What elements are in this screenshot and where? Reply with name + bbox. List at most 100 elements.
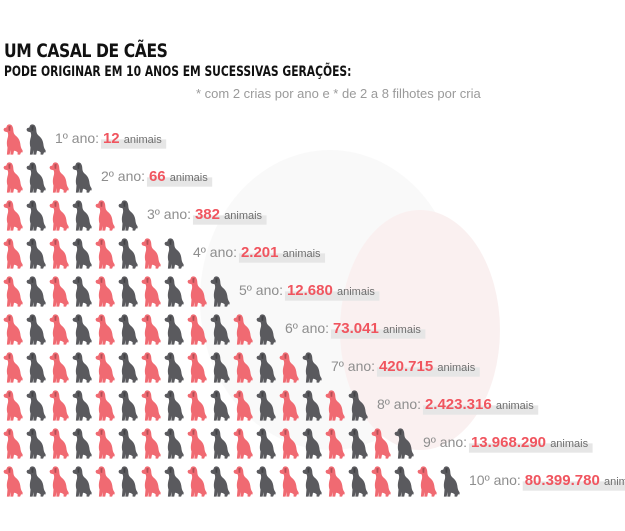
dog-icon [164,390,184,421]
dog-icon [210,276,230,307]
dog-icon [118,314,138,345]
label-shadow [522,481,625,491]
value-label: 12 [103,130,124,147]
page-title: UM CASAL DE CÃES [4,40,168,62]
label-shadow [330,329,426,339]
unit-label: animais [383,324,421,336]
dog-icon [440,466,460,497]
dog-icon [3,238,23,269]
dog-icon [256,428,276,459]
value-label: 66 [149,168,170,185]
row-year-2: 2º ano: 66 animais [3,162,213,193]
dog-icon [279,428,299,459]
dog-icon [256,314,276,345]
dog-icon [118,200,138,231]
label-shadow [146,177,213,187]
row-label: 5º ano: 12.680 animais [239,282,375,299]
dog-icon [118,428,138,459]
label-shadow [284,291,380,301]
unit-label: animais [224,210,262,222]
row-label: 7º ano: 420.715 animais [331,358,476,375]
dog-icon [3,314,23,345]
year-label: 9º ano: [423,434,471,450]
dog-icon [187,428,207,459]
row-label: 2º ano: 66 animais [101,168,208,185]
dog-icon [118,352,138,383]
dog-icon [49,390,69,421]
dog-icon [3,352,23,383]
dog-icon [279,352,299,383]
dog-icon [302,352,322,383]
dog-icon [164,466,184,497]
unit-label: animais [550,438,588,450]
row-year-7: 7º ano: 420.715 animais [3,352,480,383]
row-year-6: 6º ano: 73.041 animais [3,314,426,345]
dog-icon [141,276,161,307]
dog-icon [256,352,276,383]
dog-icon [210,314,230,345]
dog-icon [164,238,184,269]
dog-icon [210,390,230,421]
dog-icon [3,276,23,307]
dog-icon [49,162,69,193]
dog-icon [3,390,23,421]
dog-icon [164,314,184,345]
row-label: 4º ano: 2.201 animais [193,244,321,261]
row-label: 3º ano: 382 animais [147,206,263,223]
dog-icon [49,466,69,497]
year-label: 10º ano: [469,472,525,488]
value-label: 80.399.780 [525,472,604,489]
dog-icon [26,238,46,269]
label-shadow [238,253,326,263]
dog-icon [26,162,46,193]
dog-icon [26,352,46,383]
dog-icon [256,466,276,497]
value-label: 13.968.290 [471,434,550,451]
label-shadow [192,215,267,225]
page-subtitle: PODE ORIGINAR EM 10 ANOS EM SUCESSIVAS G… [4,64,352,80]
year-label: 1º ano: [55,130,103,146]
dog-icon [72,276,92,307]
value-label: 420.715 [379,358,437,375]
dog-icon [394,466,414,497]
dog-icon [187,352,207,383]
unit-label: animais [337,286,375,298]
unit-label: animais [496,400,534,412]
label-shadow [100,139,167,149]
unit-label: animais [124,134,162,146]
row-year-1: 1º ano: 12 animais [3,124,167,155]
dog-icon [3,200,23,231]
row-year-9: 9º ano: 13.968.290 animais [3,428,593,459]
row-label: 9º ano: 13.968.290 animais [423,434,589,451]
dog-icon [233,428,253,459]
dog-icon [26,276,46,307]
dog-icon [141,466,161,497]
dog-icon [141,314,161,345]
dog-icon [26,466,46,497]
dog-icon [118,390,138,421]
row-year-5: 5º ano: 12.680 animais [3,276,380,307]
dog-icon [3,162,23,193]
unit-label: animais [437,362,475,374]
dog-icon [417,466,437,497]
label-shadow [376,367,480,377]
dog-icon [26,124,46,155]
row-label: 6º ano: 73.041 animais [285,320,421,337]
dog-icon [26,314,46,345]
year-label: 2º ano: [101,168,149,184]
dog-icon [302,428,322,459]
value-label: 2.201 [241,244,283,261]
row-year-4: 4º ano: 2.201 animais [3,238,326,269]
dog-icon [325,390,345,421]
dog-icon [95,390,115,421]
unit-label: animais [604,476,625,488]
row-label: 10º ano: 80.399.780 animais [469,472,625,489]
label-shadow [422,405,539,415]
value-label: 382 [195,206,224,223]
dog-icon [348,390,368,421]
dog-icon [164,428,184,459]
dog-icon [210,428,230,459]
dog-icon [348,428,368,459]
dog-icon [95,238,115,269]
